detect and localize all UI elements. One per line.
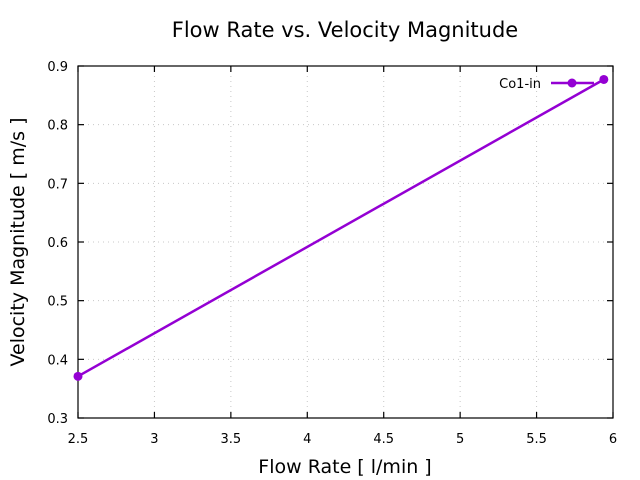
x-tick-label: 3.5 (221, 432, 242, 447)
x-tick-label: 4 (303, 432, 311, 447)
x-tick-label: 6 (609, 432, 617, 447)
legend-label: Co1-in (499, 77, 541, 92)
legend-marker (567, 78, 577, 88)
series-line (77, 78, 605, 378)
data-point (599, 74, 609, 84)
x-tick-label: 2.5 (68, 432, 89, 447)
y-tick-label: 0.8 (47, 119, 68, 134)
y-tick-label: 0.6 (47, 236, 68, 251)
x-axis-label: Flow Rate [ l/min ] (258, 456, 431, 478)
x-tick-label: 5 (456, 432, 464, 447)
y-tick-label: 0.9 (47, 60, 68, 75)
legend: Co1-in (499, 77, 594, 92)
x-tick-label: 5.5 (526, 432, 547, 447)
data-point (73, 371, 83, 381)
x-tick-label: 4.5 (373, 432, 394, 447)
y-tick-label: 0.5 (47, 295, 68, 310)
series-layer (73, 74, 609, 381)
chart-title: Flow Rate vs. Velocity Magnitude (172, 18, 518, 42)
x-tick-label: 3 (150, 432, 158, 447)
y-tick-label: 0.7 (47, 177, 68, 192)
ticks-layer: 2.5 3 3.5 4 4.5 5 5.5 6 0.3 0.4 0.5 0.6 0.7 0.8 0.9 (47, 60, 617, 447)
y-axis-label: Velocity Magnitude [ m/s ] (7, 118, 29, 367)
y-tick-label: 0.4 (47, 353, 68, 368)
y-tick-label: 0.3 (47, 412, 68, 427)
